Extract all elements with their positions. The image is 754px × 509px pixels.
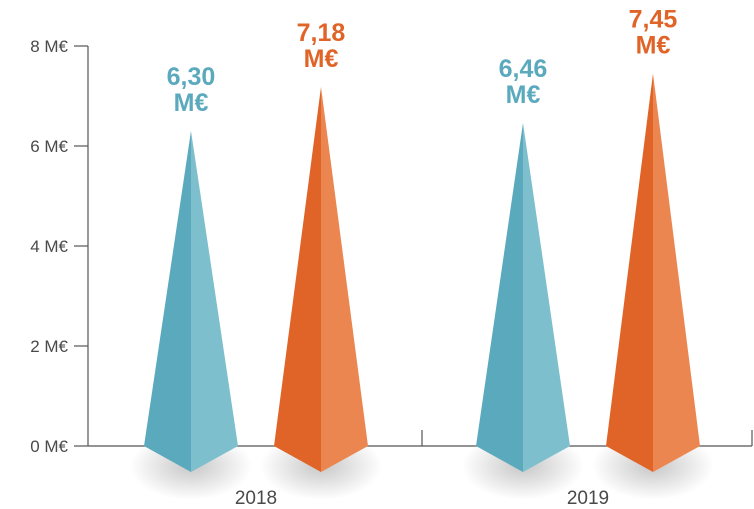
data-label: 6,46 <box>499 55 548 83</box>
y-tick-label: 4 M€ <box>30 237 68 256</box>
data-label: 7,18 <box>297 19 346 47</box>
x-tick-label: 2018 <box>235 488 277 509</box>
bar <box>144 131 191 472</box>
bar <box>606 73 653 472</box>
y-tick-label: 2 M€ <box>30 337 68 356</box>
bar <box>191 131 238 472</box>
bar <box>476 123 523 472</box>
data-label: M€ <box>636 32 671 60</box>
y-tick-label: 0 M€ <box>30 437 68 456</box>
bar <box>321 87 368 472</box>
data-label: M€ <box>506 81 541 109</box>
y-tick-label: 8 M€ <box>30 37 68 56</box>
bar <box>274 87 321 472</box>
data-label: 7,45 <box>629 6 678 34</box>
x-tick-label: 2019 <box>567 488 609 509</box>
data-label: M€ <box>304 45 339 73</box>
bar <box>653 73 700 472</box>
data-label: 6,30 <box>167 63 216 91</box>
y-tick-label: 6 M€ <box>30 137 68 156</box>
data-label: M€ <box>174 89 209 117</box>
bar <box>523 123 570 472</box>
